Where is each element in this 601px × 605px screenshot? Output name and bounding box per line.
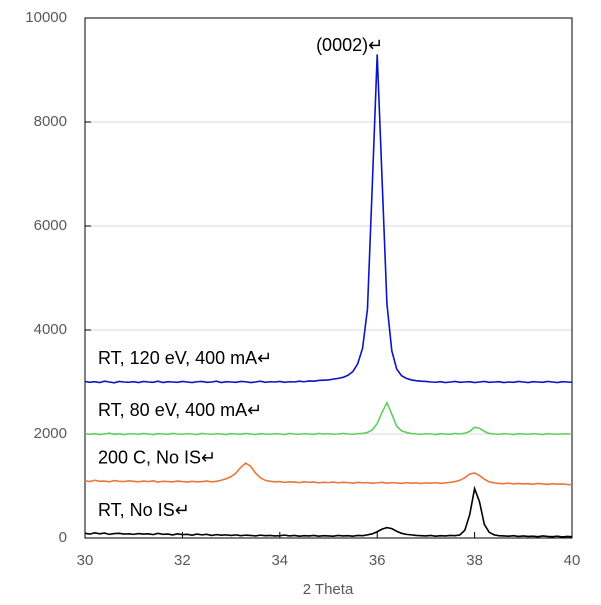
x-tick-label: 40 bbox=[564, 552, 581, 569]
y-tick-label: 2000 bbox=[34, 425, 67, 442]
series-label: RT, No IS↵ bbox=[98, 500, 190, 520]
x-tick-label: 36 bbox=[369, 552, 386, 569]
peak-annotation: (0002)↵ bbox=[316, 35, 383, 55]
x-tick-label: 34 bbox=[271, 552, 288, 569]
x-axis-label: 2 Theta bbox=[303, 581, 354, 598]
y-tick-label: 4000 bbox=[34, 321, 67, 338]
x-tick-label: 38 bbox=[466, 552, 483, 569]
data-line bbox=[84, 462, 573, 486]
x-tick-label: 32 bbox=[174, 552, 191, 569]
y-tick-label: 10000 bbox=[25, 9, 67, 26]
data-line bbox=[84, 54, 573, 384]
plot-frame bbox=[84, 17, 573, 539]
series-label: RT, 80 eV, 400 mA↵ bbox=[98, 400, 262, 420]
series-label: 200 C, No IS↵ bbox=[98, 448, 216, 468]
y-tick-label: 0 bbox=[59, 529, 67, 546]
data-line bbox=[84, 400, 573, 436]
data-line bbox=[84, 485, 573, 538]
x-tick-label: 30 bbox=[77, 552, 94, 569]
series-label: RT, 120 eV, 400 mA↵ bbox=[98, 348, 272, 368]
y-tick-label: 8000 bbox=[34, 113, 67, 130]
y-tick-label: 6000 bbox=[34, 217, 67, 234]
